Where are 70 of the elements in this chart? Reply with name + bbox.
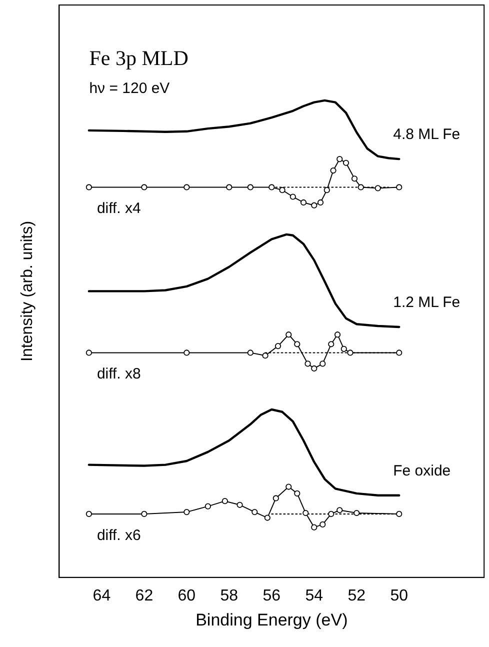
point [336,156,343,162]
point [317,199,324,206]
x-tick-label: 56 [262,587,281,604]
point [396,350,402,356]
point [311,202,318,208]
point [330,167,336,174]
point [294,341,300,348]
x-tick-label: 60 [178,587,196,604]
point [336,507,343,514]
point [328,341,334,348]
x-tick-label: 62 [135,587,154,604]
point [272,495,279,502]
series-label: diff. x8 [96,366,141,383]
point [252,509,258,516]
point [311,524,318,530]
point [324,187,330,194]
point [268,184,275,190]
point [247,184,254,190]
point [184,509,190,516]
point [320,360,326,367]
point [204,503,211,510]
point [340,346,347,352]
point [302,510,309,516]
point [354,510,360,516]
text: hν = 120 eV [89,80,170,97]
point [396,510,402,518]
point [334,332,341,338]
x-tick-label: 52 [348,587,366,604]
point [347,350,354,356]
point [262,352,268,359]
point [264,514,270,521]
x-tick-label: 54 [305,587,324,604]
point [274,343,282,350]
point [342,160,350,166]
point [320,521,326,528]
point [184,184,190,190]
point [294,490,300,496]
point [300,199,307,206]
point [141,184,148,190]
x-tick-label: 50 [390,587,408,604]
chart-title: Fe 3p MLD [89,46,188,70]
point [86,510,92,518]
point [311,365,318,372]
point [304,360,311,367]
point [236,502,243,508]
series-label: diff. x4 [96,200,141,218]
point [279,187,286,194]
point [328,510,334,518]
series-label: Fe oxide [393,462,451,480]
point [351,176,358,182]
y-axis-title: Intensity (arb. units) [19,220,36,362]
point [184,350,190,356]
series-label: 1.2 ML Fe [393,294,460,311]
point [290,194,296,200]
series-label: diff. x6 [96,526,141,544]
point [86,350,92,356]
point [86,184,92,190]
x-tick-label: 58 [220,587,238,604]
point [286,332,292,338]
point [222,498,228,504]
point [396,184,402,190]
x-tick-label: 64 [92,587,111,604]
point [374,185,381,192]
point [286,484,292,490]
x-axis-title: Binding Energy (eV) [196,610,348,630]
point [226,184,232,190]
point [141,510,148,518]
point [358,184,364,190]
series-label: 4.8 ML Fe [393,126,460,144]
point [247,350,254,356]
